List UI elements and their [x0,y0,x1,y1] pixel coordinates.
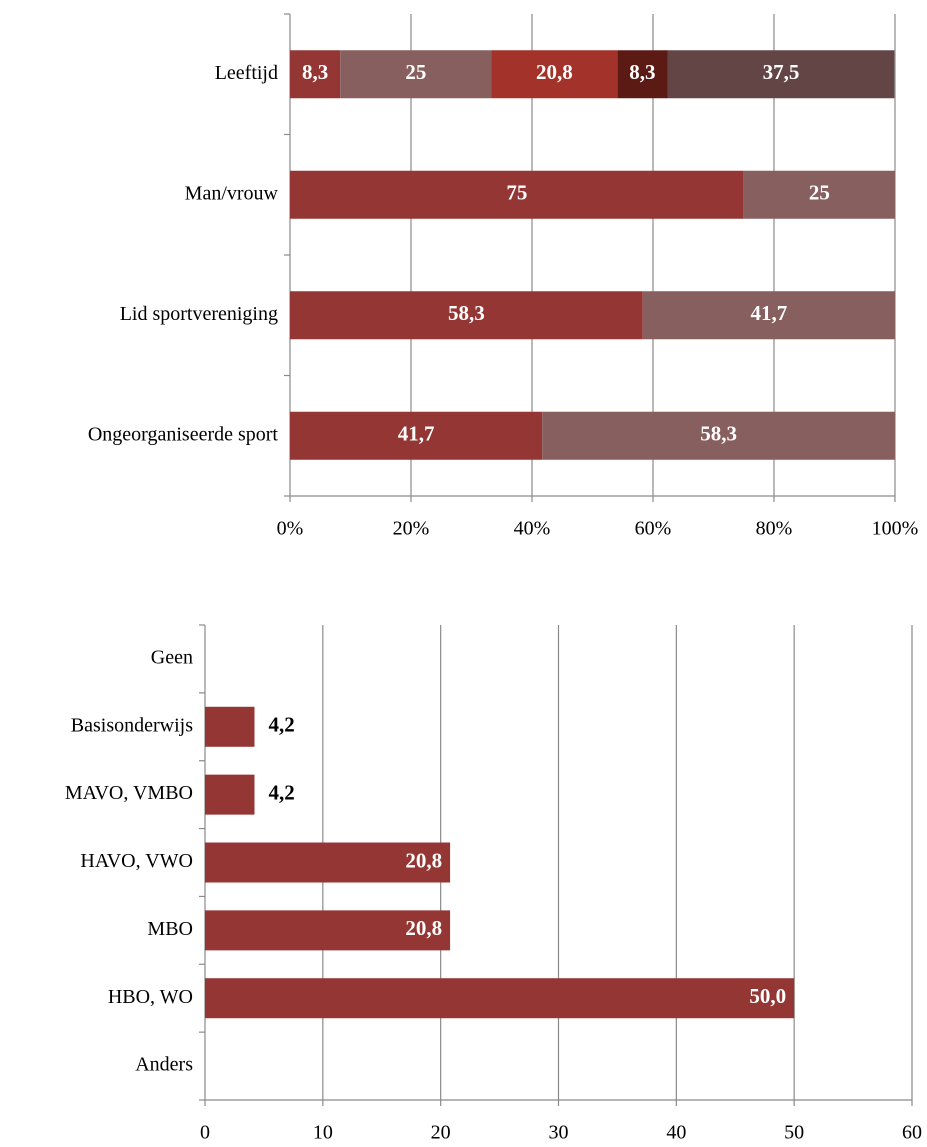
value-label: 37,5 [763,60,800,84]
value-label: 20,8 [405,916,442,940]
y-tick-label: HAVO, VWO [80,850,193,872]
y-tick-label: Lid sportvereniging [120,303,278,325]
bar [205,910,451,951]
bar-segment [340,50,492,99]
x-tick-label: 60% [635,518,672,540]
value-label: 58,3 [700,422,737,446]
y-tick-label: Leeftijd [215,62,278,84]
y-tick-label: MAVO, VMBO [65,782,193,804]
x-tick-label: 40 [666,1122,686,1144]
bar-segment [491,50,618,99]
bar-segment [542,411,895,460]
y-tick-label: MBO [147,918,193,940]
x-tick-label: 20% [393,518,430,540]
bar-segment [743,170,895,219]
value-label: 75 [506,181,527,205]
value-label: 8,3 [302,60,328,84]
value-label: 25 [809,181,830,205]
bar [205,774,255,815]
value-label: 25 [405,60,426,84]
x-tick-label: 50 [784,1122,804,1144]
value-label: 50,0 [749,984,786,1008]
x-tick-label: 100% [872,518,919,540]
x-tick-label: 0% [277,518,304,540]
value-label: 58,3 [448,301,485,325]
bar-segment [290,291,643,340]
x-tick-label: 40% [514,518,551,540]
bar [205,842,451,883]
x-tick-label: 30 [549,1122,569,1144]
y-tick-label: Man/vrouw [185,182,279,204]
value-label: 41,7 [750,301,787,325]
bar [205,706,255,747]
x-tick-label: 0 [200,1122,210,1144]
bar [205,978,795,1019]
value-label: 4,2 [268,780,294,804]
y-tick-label: HBO, WO [108,986,193,1008]
value-label: 4,2 [268,713,294,737]
x-tick-label: 20 [431,1122,451,1144]
bar-segment [290,170,744,219]
bar-segment [642,291,895,340]
y-tick-label: Ongeorganiseerde sport [88,423,279,445]
x-tick-label: 80% [756,518,793,540]
y-tick-label: Anders [135,1054,193,1076]
x-tick-label: 10 [313,1122,333,1144]
value-label: 41,7 [398,422,435,446]
bar-segment [290,411,543,460]
bar-segment [667,50,895,99]
value-label: 20,8 [405,848,442,872]
y-tick-label: Geen [151,647,193,669]
y-tick-label: Basisonderwijs [71,714,193,736]
value-label: 8,3 [629,60,655,84]
value-label: 20,8 [536,60,573,84]
bar-segment [617,50,668,99]
bar-segment [290,50,341,99]
x-tick-label: 60 [902,1122,922,1144]
